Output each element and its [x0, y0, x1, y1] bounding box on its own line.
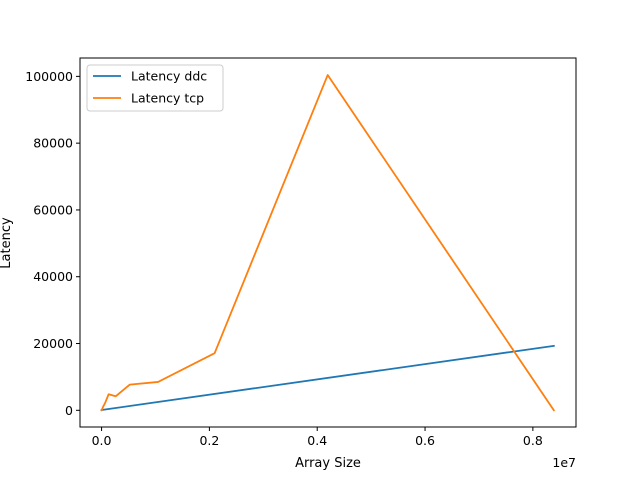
x-tick-label: 0.4	[307, 433, 327, 448]
x-tick-label: 0.8	[523, 433, 543, 448]
legend-label-ddc: Latency ddc	[131, 69, 207, 84]
series-line-ddc	[100, 344, 555, 411]
y-tick-label: 40000	[33, 269, 73, 284]
y-tick-label: 0	[65, 403, 73, 418]
x-tick-label: 0.2	[199, 433, 219, 448]
legend-label-tcp: Latency tcp	[131, 91, 204, 106]
y-tick-label: 60000	[33, 202, 73, 217]
y-axis-label: Latency	[0, 217, 14, 269]
x-tick-label: 0.6	[415, 433, 435, 448]
y-tick-label: 100000	[25, 69, 73, 84]
x-axis-ticks: 0.0 0.2 0.4 0.6 0.8	[92, 427, 543, 448]
series-line-tcp	[100, 74, 556, 412]
legend: Latency ddc Latency tcp	[86, 64, 224, 112]
plot-area-frame	[79, 57, 577, 428]
y-tick-label: 20000	[33, 336, 73, 351]
y-axis-ticks: 0 20000 40000 60000 80000 100000	[25, 69, 80, 418]
x-axis-offset-text: 1e7	[552, 455, 576, 470]
x-tick-label: 0.0	[92, 433, 112, 448]
y-tick-label: 80000	[33, 136, 73, 151]
x-axis-label: Array Size	[295, 456, 361, 471]
series-lines	[100, 74, 556, 412]
